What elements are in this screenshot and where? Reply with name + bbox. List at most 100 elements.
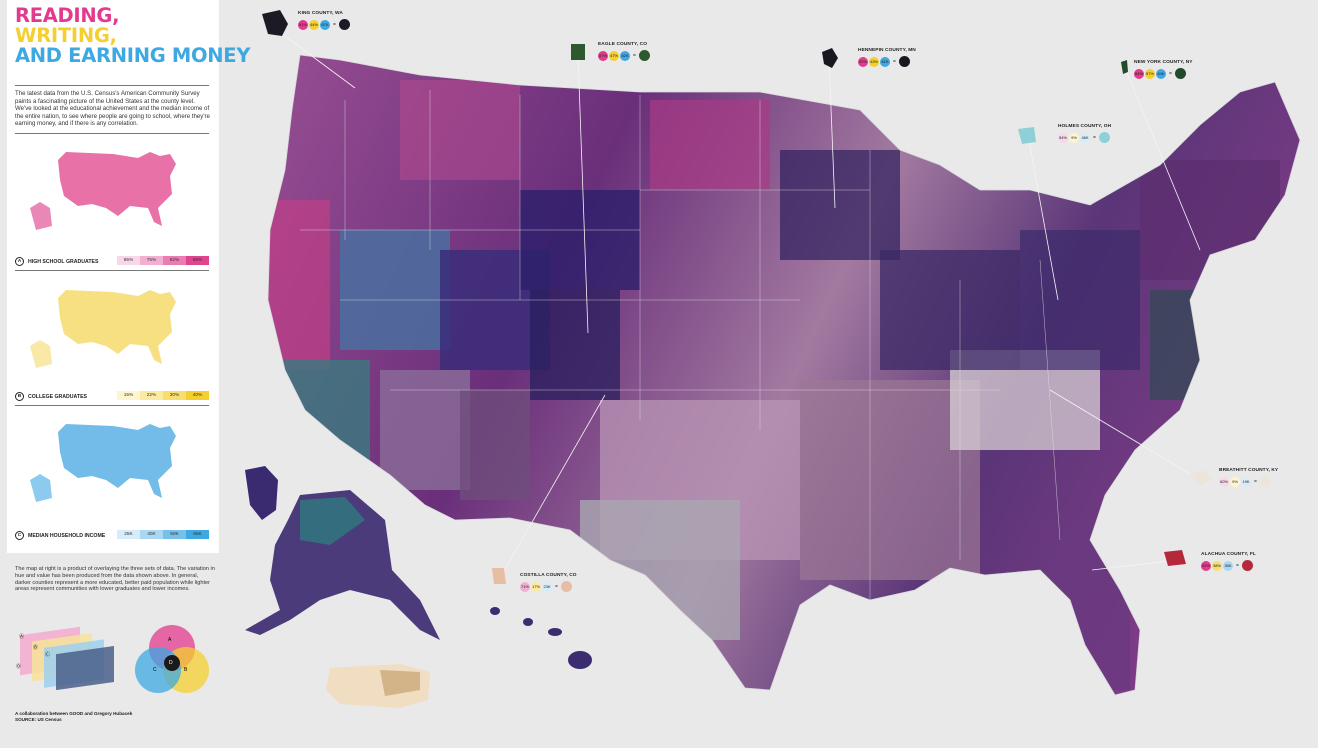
college-value: 57% xyxy=(1145,68,1155,79)
page-title: READING, WRITING, AND EARNING MONEY xyxy=(15,6,250,66)
legend-letter: B xyxy=(15,392,24,401)
hs-value: 71% xyxy=(520,581,530,592)
callout-leaders xyxy=(269,24,1201,579)
overlay-letter-d: Ⓓ xyxy=(16,663,21,670)
county-name: EAGLE COUNTY, CO xyxy=(598,42,648,47)
callout-breathitt-county: BREATHITT COUNTY, KY 60% 9% 19K = xyxy=(1219,468,1278,487)
overlay-letter-b: Ⓑ xyxy=(33,644,38,651)
scale-tick: 22% xyxy=(140,391,163,400)
divider xyxy=(15,133,209,134)
venn-label-d: D xyxy=(169,660,173,666)
divider xyxy=(15,405,209,406)
source-line: SOURCE: US Census xyxy=(15,716,62,722)
hs-value: 87% xyxy=(598,50,608,61)
result-swatch xyxy=(1098,132,1110,143)
eagle-county-shape xyxy=(571,44,585,60)
title-line-3: AND EARNING MONEY xyxy=(15,44,251,67)
new-york-county-shape xyxy=(1121,60,1128,74)
callout-costilla-county: COSTILLA COUNTY, CO 71% 17% 23K = xyxy=(520,573,577,592)
equals-sign: = xyxy=(1236,562,1239,569)
mini-map-high-school xyxy=(30,152,176,230)
equals-sign: = xyxy=(1093,134,1096,141)
county-name: NEW YORK COUNTY, NY xyxy=(1134,60,1193,65)
breathitt-county-shape xyxy=(1190,470,1212,486)
alaska xyxy=(245,490,440,640)
king-county-shape xyxy=(262,10,288,36)
divider xyxy=(15,270,209,271)
venn-label-b: B xyxy=(184,667,188,673)
venn-center xyxy=(164,655,180,671)
hs-value: 84% xyxy=(1134,68,1144,79)
county-name: KING COUNTY, WA xyxy=(298,11,343,16)
legend-letter: C xyxy=(15,531,24,540)
hs-value: 92% xyxy=(858,56,868,67)
legend-scale-high-school: 65% 75% 82% 88% xyxy=(117,256,209,265)
scale-tick: 25K xyxy=(117,530,140,539)
county-stats: 60% 9% 19K = xyxy=(1219,476,1278,487)
hennepin-county-shape xyxy=(822,48,838,68)
intro-text: The latest data from the U.S. Census's A… xyxy=(15,90,210,128)
legend-title-income: C MEDIAN HOUSEHOLD INCOME xyxy=(15,531,105,540)
alaska-islands xyxy=(245,466,278,520)
venn-label-c: C xyxy=(153,667,157,673)
college-value: 17% xyxy=(531,581,541,592)
county-name: HOLMES COUNTY, OH xyxy=(1058,124,1112,129)
costilla-county-shape xyxy=(492,568,506,584)
state-borders xyxy=(300,90,1061,600)
scale-tick: 30% xyxy=(163,391,186,400)
scale-tick: 75% xyxy=(140,256,163,265)
result-swatch xyxy=(560,581,572,592)
scale-tick: 40K xyxy=(140,530,163,539)
title-line-2: WRITING, xyxy=(15,24,117,47)
mini-map-income xyxy=(30,424,176,502)
college-value: 47% xyxy=(609,50,619,61)
county-stats: 92% 38% 35K = xyxy=(1201,560,1256,571)
scale-tick: 40% xyxy=(186,391,209,400)
income-value: 35K xyxy=(1223,560,1233,571)
county-shapes xyxy=(262,10,1212,584)
legend-scale-college: 15% 22% 30% 40% xyxy=(117,391,209,400)
callout-hennepin-county: HENNEPIN COUNTY, MN 92% 43% 61K = xyxy=(858,48,916,67)
scale-tick: 65K xyxy=(186,530,209,539)
income-value: 23K xyxy=(542,581,552,592)
divider xyxy=(15,85,209,86)
county-stats: 71% 17% 23K = xyxy=(520,581,577,592)
county-name: ALACHUA COUNTY, FL xyxy=(1201,552,1256,557)
map-description: The map at right is a product of overlay… xyxy=(15,566,215,593)
result-swatch xyxy=(638,50,650,61)
callout-holmes-county: HOLMES COUNTY, OH 54% 9% 46K = xyxy=(1058,124,1111,143)
legend-label: COLLEGE GRADUATES xyxy=(28,393,87,400)
result-swatch xyxy=(898,56,910,67)
county-stats: 87% 47% 62K = xyxy=(598,50,650,61)
callout-eagle-county: EAGLE COUNTY, CO 87% 47% 62K = xyxy=(598,42,650,61)
college-value: 9% xyxy=(1069,132,1079,143)
income-value: 46K xyxy=(1080,132,1090,143)
legend-scale-income: 25K 40K 50K 65K xyxy=(117,530,209,539)
overlay-letter-c: Ⓒ xyxy=(45,651,50,658)
holmes-county-shape xyxy=(1018,127,1036,144)
income-value: 19K xyxy=(1241,476,1251,487)
equals-sign: = xyxy=(893,58,896,65)
hs-value: 91% xyxy=(298,19,308,30)
equals-sign: = xyxy=(1254,478,1257,485)
legend-label: HIGH SCHOOL GRADUATES xyxy=(28,258,99,265)
callout-king-county: KING COUNTY, WA 91% 44% 67K = xyxy=(298,11,350,30)
hs-value: 60% xyxy=(1219,476,1229,487)
result-swatch xyxy=(1259,476,1271,487)
college-value: 43% xyxy=(869,56,879,67)
legend-label: MEDIAN HOUSEHOLD INCOME xyxy=(28,532,106,539)
us-outline xyxy=(267,54,1301,696)
mini-map-college xyxy=(30,290,176,368)
legend-letter: A xyxy=(15,257,24,266)
legend-title-college: B COLLEGE GRADUATES xyxy=(15,392,87,401)
college-value: 38% xyxy=(1212,560,1222,571)
equals-sign: = xyxy=(633,52,636,59)
county-stats: 84% 57% 64K = xyxy=(1134,68,1193,79)
equals-sign: = xyxy=(555,583,558,590)
scale-tick: 82% xyxy=(163,256,186,265)
county-stats: 91% 44% 67K = xyxy=(298,19,350,30)
county-stats: 54% 9% 46K = xyxy=(1058,132,1111,143)
title-line-1: READING, xyxy=(15,4,120,27)
